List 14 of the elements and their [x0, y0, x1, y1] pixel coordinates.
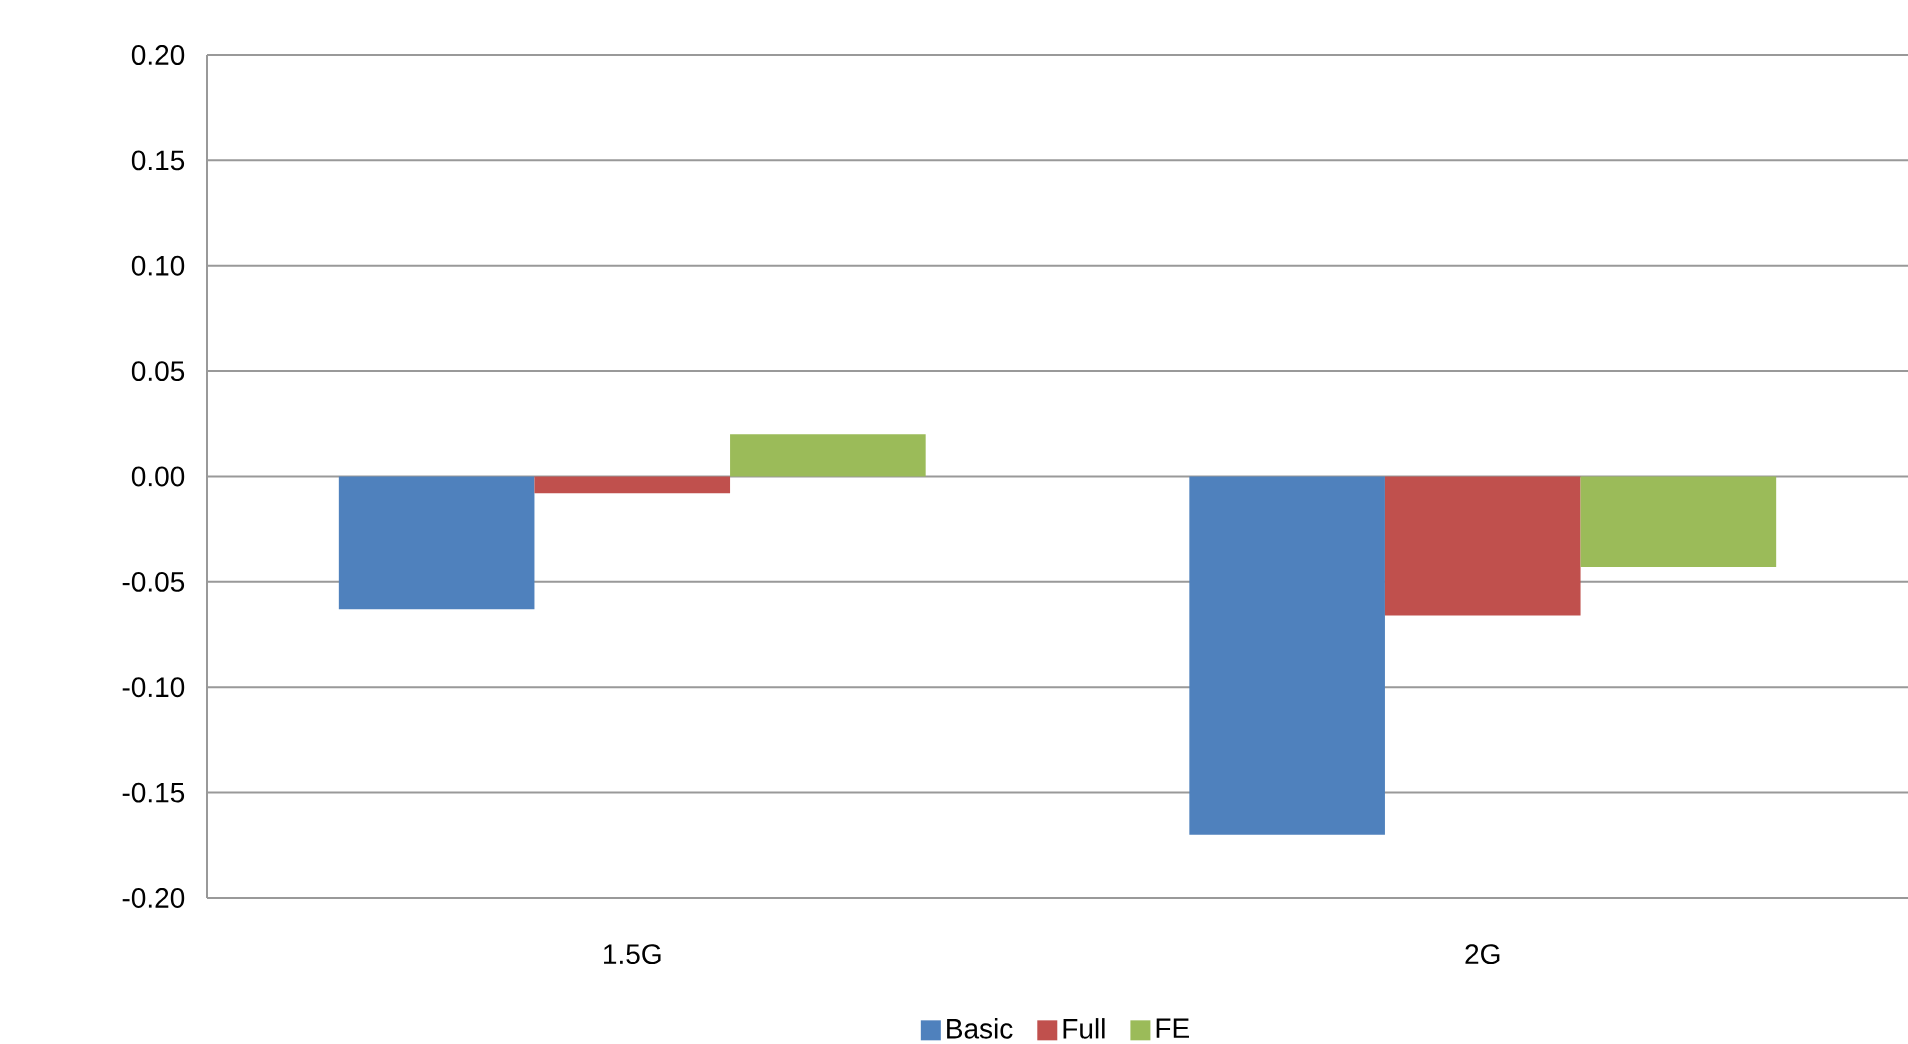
y-tick-label: 0.00 [131, 466, 185, 487]
y-tick-label: -0.15 [122, 782, 185, 803]
legend-label: Full [1063, 1018, 1105, 1039]
y-tick-label: -0.05 [122, 571, 185, 592]
y-tick-label: -0.10 [122, 677, 185, 698]
y-tick-label: 0.10 [131, 255, 185, 276]
y-tick-label: 0.05 [131, 361, 185, 382]
x-tick-label: 1.5G [604, 944, 661, 965]
y-tick-label: -0.20 [122, 888, 185, 908]
legend-label: FE [1156, 1018, 1189, 1038]
x-tick-label: 2G [1465, 944, 1500, 965]
y-tick-label: 0.20 [131, 45, 185, 65]
legend-label: Basic [947, 1018, 1013, 1039]
y-tick-label: 0.15 [131, 150, 185, 171]
